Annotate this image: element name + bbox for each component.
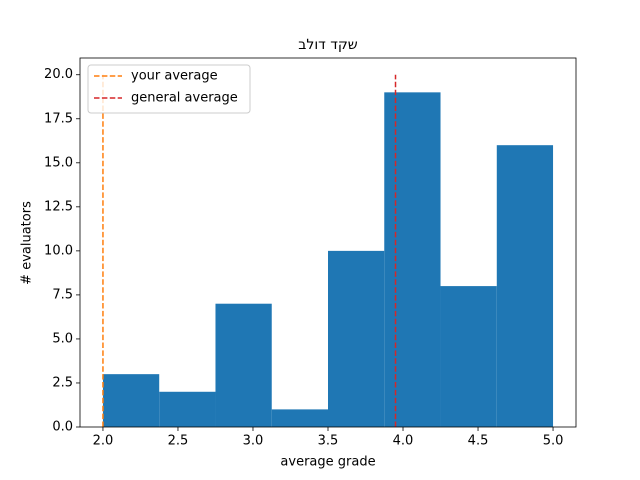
y-tick-label: 10.0 [44,243,73,258]
bar [496,145,554,427]
bar [102,374,160,427]
y-tick-label: 7.5 [52,287,73,302]
x-tick-label: 5.0 [543,434,564,449]
y-tick-label: 15.0 [44,155,73,170]
y-axis-label: # evaluators [20,201,35,285]
x-tick-label: 4.5 [468,434,489,449]
legend-label: general average [131,91,238,106]
x-tick-label: 3.0 [243,434,264,449]
y-tick-label: 5.0 [52,331,73,346]
y-tick-label: 12.5 [44,199,73,214]
y-tick-label: 17.5 [44,111,73,126]
x-axis-label: average grade [280,455,375,470]
x-tick-label: 3.5 [318,434,339,449]
bar [384,92,441,427]
bar [215,303,272,427]
chart-title: שקד דולב [298,37,358,53]
bar [271,409,328,427]
x-tick-label: 2.5 [168,434,189,449]
bar [328,250,385,427]
y-tick-label: 0.0 [52,420,73,435]
y-tick-label: 2.5 [52,375,73,390]
x-tick-label: 2.0 [93,434,114,449]
legend-label: your average [131,69,218,84]
y-tick-label: 20.0 [44,67,73,82]
bar [440,286,497,427]
legend-box [87,64,251,114]
bar [159,391,216,427]
x-tick-label: 4.0 [393,434,414,449]
